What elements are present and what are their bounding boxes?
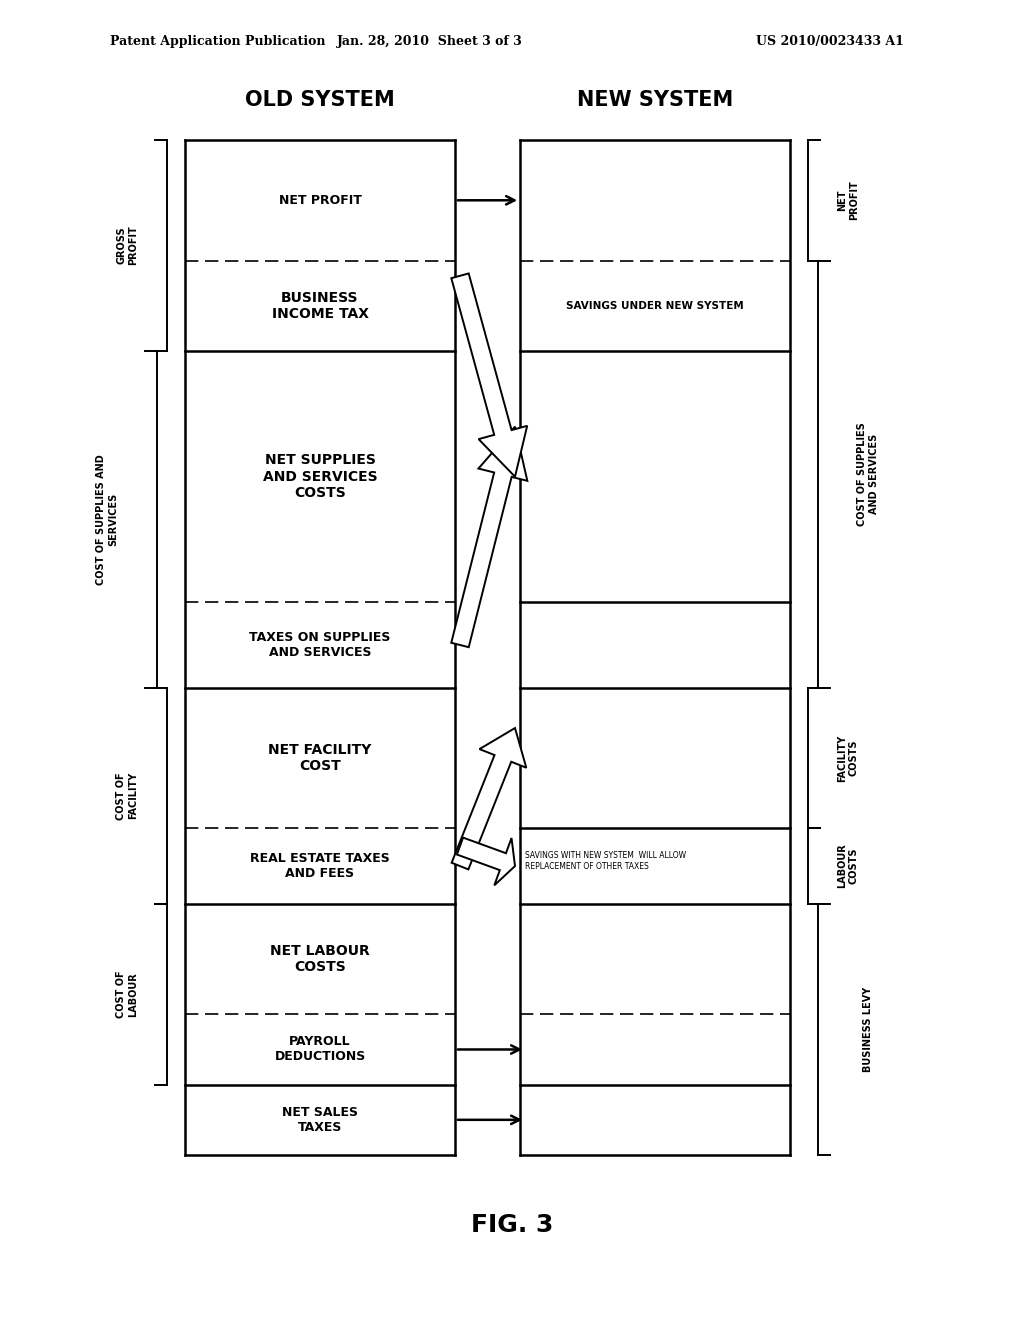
Text: NET LABOUR
COSTS: NET LABOUR COSTS <box>270 944 370 974</box>
Text: US 2010/0023433 A1: US 2010/0023433 A1 <box>756 36 904 49</box>
Text: OLD SYSTEM: OLD SYSTEM <box>245 90 395 110</box>
Text: NEW SYSTEM: NEW SYSTEM <box>577 90 733 110</box>
Text: BUSINESS LEVY: BUSINESS LEVY <box>863 987 873 1072</box>
Text: COST OF
LABOUR: COST OF LABOUR <box>116 970 138 1018</box>
Text: NET PROFIT: NET PROFIT <box>279 194 361 207</box>
FancyArrow shape <box>452 426 527 647</box>
Text: SAVINGS UNDER NEW SYSTEM: SAVINGS UNDER NEW SYSTEM <box>566 301 743 310</box>
FancyArrow shape <box>457 838 515 886</box>
Text: GROSS
PROFIT: GROSS PROFIT <box>116 226 138 265</box>
Text: COST OF SUPPLIES AND
SERVICES: COST OF SUPPLIES AND SERVICES <box>96 454 118 585</box>
Text: Jan. 28, 2010  Sheet 3 of 3: Jan. 28, 2010 Sheet 3 of 3 <box>337 36 523 49</box>
Text: NET FACILITY
COST: NET FACILITY COST <box>268 743 372 774</box>
Text: SAVINGS WITH NEW SYSTEM  WILL ALLOW
REPLACEMENT OF OTHER TAXES: SAVINGS WITH NEW SYSTEM WILL ALLOW REPLA… <box>525 851 686 871</box>
Text: BUSINESS
INCOME TAX: BUSINESS INCOME TAX <box>271 290 369 321</box>
Text: LABOUR
COSTS: LABOUR COSTS <box>838 843 859 888</box>
Text: NET
PROFIT: NET PROFIT <box>838 181 859 220</box>
Text: COST OF SUPPLIES
AND SERVICES: COST OF SUPPLIES AND SERVICES <box>857 422 879 527</box>
FancyArrow shape <box>452 729 526 870</box>
Text: COST OF
FACILITY: COST OF FACILITY <box>116 772 138 820</box>
Text: Patent Application Publication: Patent Application Publication <box>110 36 326 49</box>
Text: PAYROLL
DEDUCTIONS: PAYROLL DEDUCTIONS <box>274 1035 366 1064</box>
Text: FIG. 3: FIG. 3 <box>471 1213 553 1237</box>
FancyArrow shape <box>452 273 527 477</box>
Text: FACILITY
COSTS: FACILITY COSTS <box>838 734 859 781</box>
Text: NET SUPPLIES
AND SERVICES
COSTS: NET SUPPLIES AND SERVICES COSTS <box>263 454 377 500</box>
Text: TAXES ON SUPPLIES
AND SERVICES: TAXES ON SUPPLIES AND SERVICES <box>249 631 391 659</box>
Text: NET SALES
TAXES: NET SALES TAXES <box>282 1106 358 1134</box>
Text: REAL ESTATE TAXES
AND FEES: REAL ESTATE TAXES AND FEES <box>250 853 390 880</box>
